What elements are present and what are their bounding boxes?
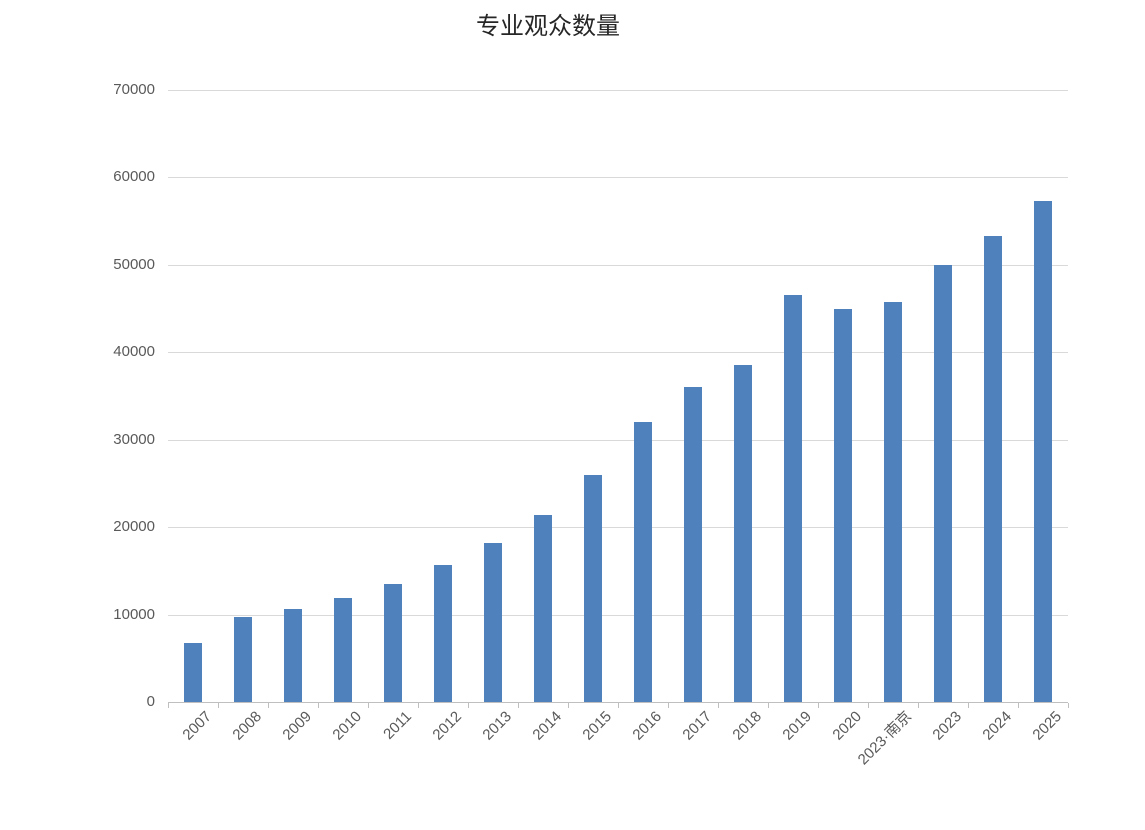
y-axis-label: 20000 xyxy=(113,518,155,536)
x-axis-tick-mark xyxy=(968,703,969,708)
x-axis-tick-mark xyxy=(868,703,869,708)
x-axis-tick-mark xyxy=(418,703,419,708)
gridline xyxy=(168,527,1068,529)
x-axis-tick-mark xyxy=(368,703,369,708)
x-axis-tick-mark xyxy=(318,703,319,708)
y-axis-label: 40000 xyxy=(113,343,155,361)
gridline xyxy=(168,264,1068,266)
bar-2015[interactable] xyxy=(584,474,602,702)
x-axis-tick-mark xyxy=(518,703,519,708)
x-axis-line xyxy=(168,702,1068,703)
y-axis-label: 50000 xyxy=(113,255,155,273)
x-axis-tick-mark xyxy=(1018,703,1019,708)
y-axis-label: 30000 xyxy=(113,430,155,448)
plot-area xyxy=(168,90,1069,708)
bar-2007[interactable] xyxy=(184,642,202,702)
x-axis-tick-mark xyxy=(168,703,169,708)
y-axis-label: 70000 xyxy=(113,81,155,98)
bar-2016[interactable] xyxy=(634,422,652,702)
x-axis-tick-mark xyxy=(268,703,269,708)
x-axis-tick-mark xyxy=(218,703,219,708)
bar-2009[interactable] xyxy=(284,609,302,702)
chart-title: 专业观众数量 xyxy=(476,13,620,40)
bar-2024[interactable] xyxy=(984,236,1002,702)
bar-2010[interactable] xyxy=(334,597,352,702)
x-axis-tick-mark xyxy=(718,703,719,708)
bar-2023·南京[interactable] xyxy=(884,302,902,702)
x-axis-tick-mark xyxy=(468,703,469,708)
bar-2018[interactable] xyxy=(734,365,752,702)
x-axis-tick-mark xyxy=(568,703,569,708)
x-axis-tick-mark xyxy=(768,703,769,708)
bar-2020[interactable] xyxy=(834,308,852,702)
gridline xyxy=(168,439,1068,441)
bar-2012[interactable] xyxy=(434,564,452,702)
gridline xyxy=(168,177,1068,179)
gridline xyxy=(168,614,1068,616)
bar-2011[interactable] xyxy=(384,583,402,702)
bar-2023[interactable] xyxy=(934,264,952,702)
bar-2013[interactable] xyxy=(484,542,502,702)
y-axis-label: 0 xyxy=(146,693,155,710)
y-axis-label: 10000 xyxy=(113,605,155,623)
x-axis-tick-mark xyxy=(1068,703,1069,708)
gridline xyxy=(168,352,1068,354)
x-axis-tick-mark xyxy=(668,703,669,708)
bar-2019[interactable] xyxy=(784,295,802,702)
y-axis-label: 60000 xyxy=(113,168,155,186)
x-axis-tick-mark xyxy=(818,703,819,708)
gridline xyxy=(168,90,1068,91)
bar-2008[interactable] xyxy=(234,617,252,702)
bar-2014[interactable] xyxy=(534,514,552,702)
bar-2017[interactable] xyxy=(684,387,702,702)
x-axis-tick-mark xyxy=(918,703,919,708)
bar-2025[interactable] xyxy=(1034,201,1052,702)
x-axis-tick-mark xyxy=(618,703,619,708)
